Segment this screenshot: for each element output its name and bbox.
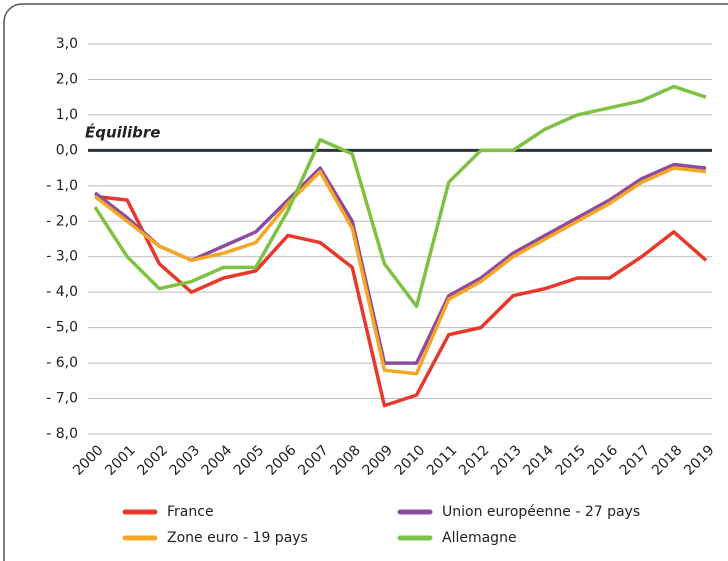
y-tick-label: - 8,0	[46, 426, 78, 442]
x-tick-label: 2004	[199, 442, 236, 479]
x-tick-label: 2009	[360, 442, 397, 479]
line-series	[94, 194, 708, 408]
x-tick-label: 2008	[327, 442, 364, 479]
y-tick-label: - 7,0	[46, 391, 78, 407]
x-tick-label: 2007	[295, 442, 332, 479]
x-tick-label: 2001	[102, 442, 139, 479]
line-series	[93, 166, 707, 376]
line-series	[93, 162, 707, 365]
x-tick-label: 2003	[167, 442, 204, 479]
x-tick-label: 2017	[617, 442, 654, 479]
y-tick-label: - 1,0	[46, 178, 78, 194]
y-tick-label: - 6,0	[46, 355, 78, 371]
x-tick-label: 2005	[231, 442, 268, 479]
x-tick-label: 2010	[392, 442, 429, 479]
x-tick-label: 2000	[70, 442, 107, 479]
x-tick-label: 2014	[520, 442, 557, 479]
line-series	[93, 84, 707, 309]
y-tick-label: 0,0	[56, 142, 78, 158]
y-tick-label: - 5,0	[46, 320, 78, 336]
annotation: Équilibre	[85, 123, 160, 142]
legend-label: France	[167, 504, 214, 520]
y-tick-label: 3,0	[56, 36, 78, 52]
x-tick-label: 2011	[424, 442, 461, 479]
legend-label: Zone euro - 19 pays	[167, 530, 308, 546]
frame	[3, 3, 728, 561]
legend-label: Union européenne - 27 pays	[442, 504, 640, 520]
y-tick-label: - 4,0	[46, 284, 78, 300]
y-tick-label: 2,0	[56, 71, 78, 87]
x-tick-label: 2012	[456, 442, 493, 479]
legend-label: Allemagne	[442, 530, 517, 546]
x-tick-label: 2013	[488, 442, 525, 479]
x-tick-label: 2006	[263, 442, 300, 479]
x-tick-label: 2018	[649, 442, 686, 479]
x-tick-label: 2015	[553, 442, 590, 479]
y-tick-label: - 3,0	[46, 249, 78, 265]
y-tick-label: 1,0	[56, 107, 78, 123]
y-tick-label: - 2,0	[46, 213, 78, 229]
x-tick-label: 2002	[134, 442, 171, 479]
x-tick-label: 2016	[585, 442, 622, 479]
x-tick-label: 2019	[681, 442, 718, 479]
